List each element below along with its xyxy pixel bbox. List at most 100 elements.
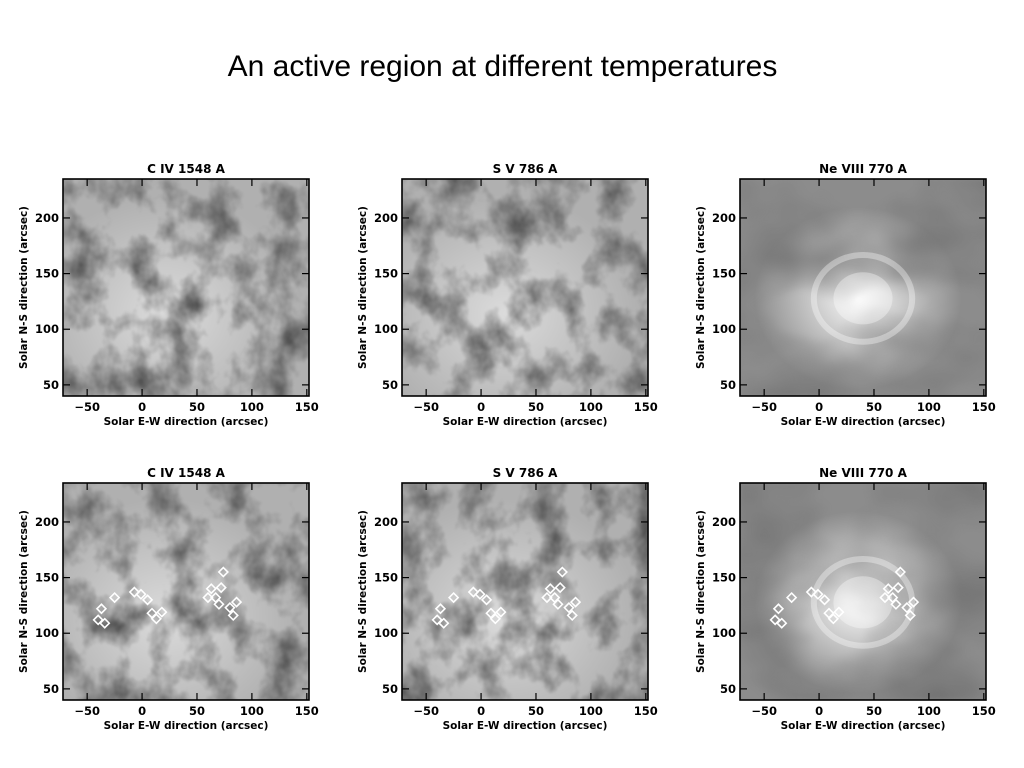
x-tick-label: 0	[477, 400, 485, 414]
diamond-marker	[431, 614, 443, 626]
diamond-marker	[569, 596, 582, 608]
panel-title: Ne VIII 770 A	[819, 162, 907, 176]
y-tick-label: 50	[382, 378, 398, 392]
plot-frame	[401, 482, 649, 701]
x-tick-label: −50	[74, 400, 100, 414]
diamond-marker	[438, 617, 450, 629]
x-tick-label: 0	[815, 400, 823, 414]
x-axis-label: Solar E-W direction (arcsec)	[781, 720, 946, 732]
x-tick-label: 50	[866, 400, 882, 414]
x-tick-label: 50	[866, 704, 882, 718]
x-tick-label: 50	[189, 704, 205, 718]
diamond-marker	[812, 588, 824, 600]
x-tick-label: 0	[477, 704, 485, 718]
diamond-marker	[892, 581, 904, 594]
y-tick-label: 50	[720, 378, 736, 392]
y-tick-label: 100	[712, 322, 736, 336]
x-tick-label: −50	[751, 704, 777, 718]
y-tick-label: 50	[720, 682, 736, 696]
diamond-marker	[489, 613, 501, 625]
diamond-marker	[447, 591, 460, 604]
diamond-marker	[135, 588, 147, 600]
diamond-marker	[150, 613, 162, 625]
x-tick-label: 100	[240, 704, 264, 718]
panel-2: S V 786 A −50 0 50 100 150 50 100 150 200 Solar E-…	[357, 162, 658, 428]
y-tick-label: 200	[712, 211, 736, 225]
plot-frame	[739, 178, 987, 397]
diamond-marker	[882, 583, 894, 595]
solar-intensity-map	[402, 483, 648, 700]
panel-3: Ne VIII 770 A −50 0 50 100 150 50 100 150 200 Sola…	[695, 162, 996, 428]
diamond-marker	[805, 586, 818, 598]
y-tick-label: 200	[374, 211, 398, 225]
y-tick-label: 200	[374, 515, 398, 529]
diamond-marker	[480, 594, 493, 606]
y-tick-label: 150	[35, 267, 59, 281]
solar-intensity-map	[402, 179, 648, 396]
y-axis-label: Solar N-S direction (arcsec)	[357, 510, 369, 673]
y-axis-label: Solar N-S direction (arcsec)	[695, 206, 707, 369]
y-tick-label: 100	[712, 626, 736, 640]
x-tick-label: 50	[528, 400, 544, 414]
diamond-marker	[156, 606, 168, 618]
x-axis-label: Solar E-W direction (arcsec)	[443, 720, 608, 732]
x-tick-label: 0	[815, 704, 823, 718]
solar-intensity-map	[740, 179, 986, 396]
panel-title: Ne VIII 770 A	[819, 466, 907, 480]
diamond-marker	[99, 617, 111, 629]
y-tick-label: 100	[374, 322, 398, 336]
y-axis-label: Solar N-S direction (arcsec)	[695, 510, 707, 673]
diamond-marker	[563, 602, 575, 614]
diamond-marker	[495, 606, 507, 618]
diamond-marker	[785, 591, 798, 604]
diamond-marker	[541, 591, 553, 604]
x-tick-label: −50	[74, 704, 100, 718]
solar-intensity-map	[63, 179, 309, 396]
solar-intensity-map	[63, 483, 309, 700]
y-tick-label: 100	[35, 322, 59, 336]
diamond-marker	[474, 588, 486, 600]
x-tick-label: 150	[634, 704, 658, 718]
diamond-marker	[566, 609, 578, 622]
x-tick-label: 150	[972, 400, 996, 414]
panel-5: S V 786 A −50 0 50 100 150 50 100 150 200 Solar E-…	[357, 466, 658, 732]
diamond-marker	[92, 614, 104, 626]
x-axis-label: Solar E-W direction (arcsec)	[104, 720, 269, 732]
x-tick-label: 100	[579, 704, 603, 718]
y-tick-label: 150	[712, 267, 736, 281]
x-tick-label: 100	[579, 400, 603, 414]
x-tick-label: 150	[634, 400, 658, 414]
diamond-marker	[552, 598, 564, 610]
plot-frame	[739, 482, 987, 701]
y-tick-label: 100	[35, 626, 59, 640]
x-tick-label: 150	[295, 400, 319, 414]
x-tick-label: −50	[751, 400, 777, 414]
y-tick-label: 200	[712, 515, 736, 529]
diamond-marker	[772, 603, 785, 615]
diamond-marker	[894, 566, 906, 578]
x-tick-label: −50	[413, 704, 439, 718]
y-tick-label: 200	[35, 211, 59, 225]
plot-frame	[62, 482, 310, 701]
x-axis-label: Solar E-W direction (arcsec)	[104, 416, 269, 428]
slide-title: An active region at different temperatur…	[227, 50, 778, 83]
diamond-marker	[544, 583, 556, 595]
diamond-marker	[128, 586, 141, 598]
diamond-marker	[434, 603, 447, 615]
diamond-marker	[95, 603, 108, 615]
panel-title: S V 786 A	[493, 466, 559, 480]
x-tick-label: 100	[917, 400, 941, 414]
panel-1: C IV 1548 A −50 0 50 100 150 50 100 150 200 Solar …	[18, 162, 319, 428]
diamond-marker	[833, 606, 845, 618]
y-tick-label: 50	[382, 682, 398, 696]
diamond-marker	[818, 594, 831, 606]
diamond-marker	[230, 596, 243, 608]
x-tick-label: 100	[917, 704, 941, 718]
solar-intensity-map	[740, 483, 986, 700]
y-axis-label: Solar N-S direction (arcsec)	[18, 510, 30, 673]
y-tick-label: 150	[35, 571, 59, 585]
diamond-marker	[556, 566, 568, 578]
diamond-marker	[901, 602, 913, 614]
